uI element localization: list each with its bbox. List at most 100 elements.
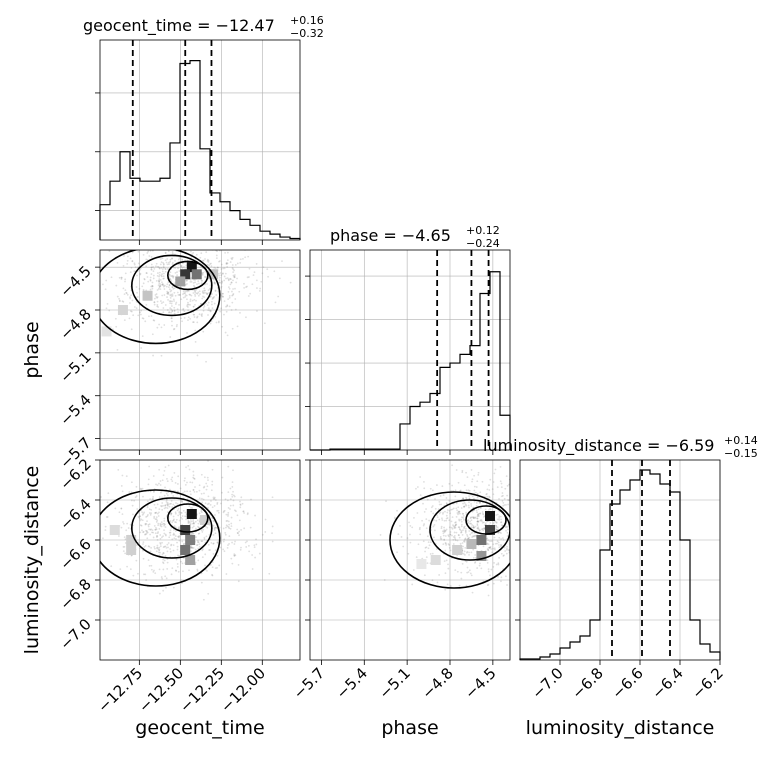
scatter-point [186,305,188,307]
scatter-point [178,511,181,514]
scatter-point [152,496,155,498]
scatter-point [105,516,108,518]
scatter-point [466,533,468,536]
scatter-point [151,531,153,534]
scatter-point [157,306,160,308]
scatter-point [213,295,216,298]
scatter-point [174,294,177,297]
scatter-point [214,567,217,570]
scatter-point [153,503,156,506]
scatter-point [162,266,165,269]
scatter-point [195,288,198,291]
scatter-point [462,497,465,500]
scatter-point [208,549,210,551]
scatter-point [151,497,154,500]
scatter-point [171,252,174,255]
scatter-point [198,282,200,285]
scatter-point [482,529,485,532]
scatter-point [445,559,448,562]
scatter-point [181,258,184,261]
scatter-point [217,272,220,275]
scatter-point [473,485,476,488]
scatter-point [187,521,190,523]
scatter-point [481,480,484,483]
scatter-point [218,281,221,284]
scatter-point [502,504,505,507]
scatter-point [255,279,258,282]
scatter-point [435,548,438,550]
scatter-point [493,548,496,551]
scatter-point [415,556,418,559]
scatter-point [151,287,154,290]
scatter-point [190,506,192,509]
scatter-point [199,302,202,305]
title-text: luminosity_distance = −6.59 [483,436,714,456]
scatter-point [192,470,195,473]
scatter-point [209,322,212,325]
scatter-point [159,522,162,525]
scatter-point [190,520,193,523]
scatter-point [495,521,498,524]
scatter-point [462,545,464,548]
title-text: phase = −4.65 [330,226,451,245]
density-cell [185,535,196,545]
scatter-point [195,253,198,256]
scatter-point [222,540,225,543]
scatter-point [192,305,195,308]
scatter-point [223,313,225,316]
scatter-point [239,258,242,261]
scatter-point [155,483,157,486]
scatter-point [158,592,161,595]
scatter-point [176,563,179,565]
scatter-point [471,536,474,538]
scatter-point [147,525,150,528]
scatter-point [162,522,165,525]
scatter-point [227,465,230,468]
scatter-point [463,527,466,530]
scatter-point [136,274,138,277]
scatter-point [155,511,158,514]
scatter-point [183,292,185,295]
scatter-point [219,260,221,262]
scatter-point [260,280,263,283]
scatter-point [155,521,158,523]
scatter-point [462,502,464,505]
scatter-point [228,542,230,545]
scatter-point [118,300,121,303]
scatter-point [163,519,166,522]
scatter-point [202,271,205,274]
scatter-point [189,493,192,496]
scatter-point [502,494,504,497]
scatter-point [213,528,216,530]
scatter-point [475,502,478,504]
scatter-point [460,518,463,521]
scatter-point [161,294,164,297]
scatter-point [216,541,219,544]
scatter-point [455,502,458,505]
scatter-point [209,310,212,313]
scatter-point [191,481,194,484]
scatter-point [492,582,495,585]
scatter-point [230,525,233,528]
scatter-point [476,524,479,527]
scatter-point [462,529,464,532]
scatter-point [159,523,162,526]
scatter-point [155,516,158,519]
scatter-point [178,536,180,539]
scatter-point [498,515,501,518]
scatter-point [470,519,473,522]
scatter-point [157,515,160,517]
scatter-point [230,257,233,260]
panel-2d-luminosity-distance-vs-geocent-time [99,459,301,661]
scatter-point [494,468,497,471]
scatter-point [157,531,160,533]
scatter-point [158,527,161,530]
scatter-point [238,519,241,522]
scatter-point [408,521,410,524]
scatter-point [213,520,216,523]
scatter-point [471,524,474,526]
scatter-point [205,360,207,363]
scatter-point [237,580,240,583]
scatter-point [193,477,195,480]
scatter-point [483,515,485,518]
